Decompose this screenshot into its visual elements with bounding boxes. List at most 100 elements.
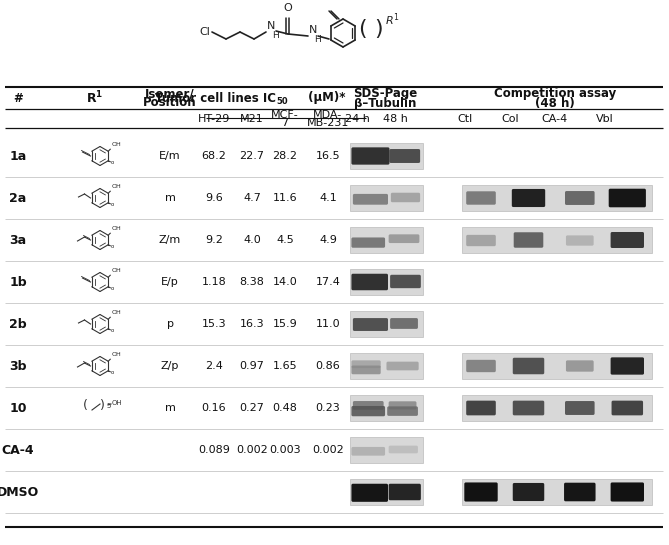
Text: Z/m: Z/m (159, 235, 181, 245)
Text: 10: 10 (9, 402, 27, 415)
FancyBboxPatch shape (353, 401, 383, 410)
FancyBboxPatch shape (387, 407, 418, 416)
Text: $\bf{R^1}$: $\bf{R^1}$ (86, 90, 104, 106)
FancyBboxPatch shape (351, 366, 381, 374)
Text: 0.86: 0.86 (316, 361, 341, 371)
Text: o: o (111, 370, 114, 376)
Text: 48 h: 48 h (383, 113, 407, 124)
Text: Position: Position (143, 96, 197, 110)
FancyBboxPatch shape (512, 483, 545, 501)
Text: o: o (111, 160, 114, 165)
FancyBboxPatch shape (350, 143, 423, 169)
FancyBboxPatch shape (351, 484, 388, 502)
FancyBboxPatch shape (389, 446, 418, 453)
FancyBboxPatch shape (389, 484, 421, 500)
Text: 0.002: 0.002 (236, 445, 268, 455)
Text: CA-4: CA-4 (2, 444, 34, 457)
Text: 3a: 3a (9, 233, 27, 246)
Text: 0.23: 0.23 (316, 403, 341, 413)
Text: OH: OH (111, 352, 121, 358)
FancyBboxPatch shape (466, 360, 496, 372)
Text: 4.1: 4.1 (319, 193, 337, 203)
FancyBboxPatch shape (351, 238, 385, 248)
Text: 15.3: 15.3 (201, 319, 226, 329)
Text: o: o (111, 286, 114, 291)
FancyBboxPatch shape (462, 185, 652, 211)
FancyBboxPatch shape (390, 318, 418, 329)
Text: O: O (284, 3, 292, 13)
FancyBboxPatch shape (512, 401, 545, 415)
FancyBboxPatch shape (611, 401, 643, 415)
Text: 0.16: 0.16 (201, 403, 226, 413)
FancyBboxPatch shape (350, 227, 423, 253)
Text: 0.002: 0.002 (312, 445, 344, 455)
FancyBboxPatch shape (389, 149, 420, 163)
Text: #: # (13, 92, 23, 105)
FancyBboxPatch shape (350, 311, 423, 337)
Text: 11.0: 11.0 (316, 319, 341, 329)
Text: 1b: 1b (9, 276, 27, 288)
Text: o: o (111, 328, 114, 333)
Text: (: ( (358, 19, 367, 39)
Text: Ctl: Ctl (458, 113, 472, 124)
Text: 16.3: 16.3 (240, 319, 264, 329)
Text: MCF-: MCF- (271, 111, 299, 120)
Text: 0.003: 0.003 (269, 445, 301, 455)
Text: 7: 7 (282, 118, 288, 128)
Text: DMSO: DMSO (0, 486, 39, 499)
Text: β–Tubulin: β–Tubulin (354, 96, 416, 110)
FancyBboxPatch shape (350, 437, 423, 463)
Text: CA-4: CA-4 (542, 113, 568, 124)
FancyBboxPatch shape (609, 189, 646, 207)
FancyBboxPatch shape (351, 147, 389, 165)
FancyBboxPatch shape (514, 232, 543, 248)
Text: M21: M21 (240, 113, 264, 124)
FancyBboxPatch shape (462, 227, 652, 253)
Text: 28.2: 28.2 (272, 151, 298, 161)
FancyBboxPatch shape (350, 395, 423, 421)
FancyBboxPatch shape (566, 235, 593, 246)
FancyBboxPatch shape (350, 353, 423, 379)
FancyBboxPatch shape (350, 479, 423, 505)
FancyBboxPatch shape (351, 274, 388, 290)
Text: OH: OH (111, 226, 121, 231)
FancyBboxPatch shape (391, 193, 420, 202)
Text: Competition assay: Competition assay (494, 88, 616, 100)
Text: Z/p: Z/p (161, 361, 179, 371)
Text: 4.5: 4.5 (276, 235, 294, 245)
Text: 11.6: 11.6 (273, 193, 297, 203)
Text: 15.9: 15.9 (273, 319, 298, 329)
Text: 2a: 2a (9, 191, 27, 204)
Text: E/m: E/m (159, 151, 181, 161)
Text: 0.089: 0.089 (198, 445, 230, 455)
FancyBboxPatch shape (350, 269, 423, 295)
Text: E/p: E/p (161, 277, 179, 287)
Text: OH: OH (111, 268, 121, 273)
FancyBboxPatch shape (466, 401, 496, 415)
Text: 5: 5 (106, 403, 110, 409)
Text: 3b: 3b (9, 360, 27, 372)
Text: m: m (165, 193, 175, 203)
Text: 2b: 2b (9, 318, 27, 330)
Text: 2.4: 2.4 (205, 361, 223, 371)
Text: 4.9: 4.9 (319, 235, 337, 245)
FancyBboxPatch shape (351, 360, 381, 368)
FancyBboxPatch shape (611, 358, 644, 374)
Text: (: ( (82, 398, 88, 411)
Text: SDS-Page: SDS-Page (353, 88, 417, 100)
Text: MB-231: MB-231 (307, 118, 349, 128)
Text: m: m (165, 403, 175, 413)
FancyBboxPatch shape (464, 482, 498, 501)
Text: 14.0: 14.0 (273, 277, 298, 287)
Text: o: o (111, 244, 114, 249)
Text: (μM)*: (μM)* (304, 92, 345, 105)
Text: 1.18: 1.18 (201, 277, 226, 287)
Text: 50: 50 (276, 96, 288, 106)
FancyBboxPatch shape (512, 189, 545, 207)
Text: ): ) (375, 19, 383, 39)
Text: 1.65: 1.65 (273, 361, 297, 371)
FancyBboxPatch shape (462, 353, 652, 379)
FancyBboxPatch shape (390, 275, 421, 288)
FancyBboxPatch shape (565, 401, 595, 415)
FancyBboxPatch shape (566, 360, 593, 372)
